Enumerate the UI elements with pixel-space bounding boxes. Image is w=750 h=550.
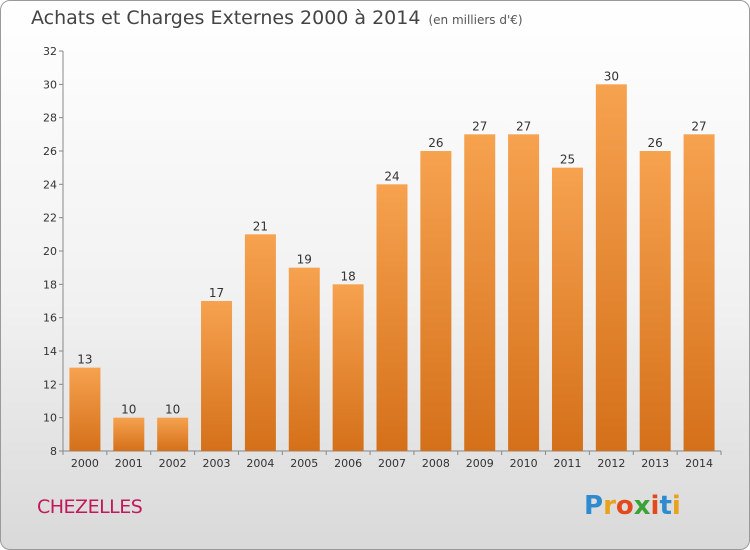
x-tick-label: 2002 [159, 457, 187, 470]
bar-2000 [69, 367, 101, 451]
x-tick-label: 2006 [334, 457, 362, 470]
bar-2003 [201, 301, 233, 451]
x-tick-label: 2010 [510, 457, 538, 470]
x-tick-label: 2009 [466, 457, 494, 470]
y-tick-label: 30 [43, 78, 57, 91]
y-tick-label: 26 [43, 145, 57, 158]
bar-2012 [595, 84, 627, 451]
value-label-2004: 21 [253, 219, 268, 233]
logo-letter: x [633, 491, 651, 521]
logo-letter: o [615, 491, 634, 521]
logo-letter: i [650, 491, 660, 521]
x-tick-label: 2011 [553, 457, 581, 470]
x-tick-label: 2004 [246, 457, 274, 470]
bar-2013 [639, 151, 671, 451]
bar-2004 [244, 234, 276, 451]
x-tick-label: 2001 [115, 457, 143, 470]
y-tick-label: 12 [43, 378, 57, 391]
bar-2008 [420, 151, 452, 451]
value-label-2001: 10 [121, 403, 136, 417]
bar-2005 [288, 267, 320, 451]
commune-name: CHEZELLES [37, 496, 143, 518]
bar-2009 [464, 134, 496, 452]
bar-2014 [683, 134, 715, 452]
logo-letter: i [671, 491, 681, 521]
bar-2011 [551, 167, 583, 451]
y-tick-label: 28 [43, 112, 57, 125]
y-tick-label: 14 [43, 345, 57, 358]
y-tick-label: 20 [43, 245, 57, 258]
x-tick-label: 2000 [71, 457, 99, 470]
chart-title: Achats et Charges Externes 2000 à 2014 (e… [31, 7, 523, 29]
logo-letter: P [584, 491, 604, 521]
value-label-2000: 13 [77, 353, 92, 367]
value-label-2007: 24 [384, 169, 399, 183]
x-tick-label: 2008 [422, 457, 450, 470]
value-label-2006: 18 [340, 269, 355, 283]
value-label-2010: 27 [516, 119, 531, 133]
bar-2010 [508, 134, 540, 452]
value-label-2011: 25 [560, 153, 575, 167]
y-tick-label: 18 [43, 278, 57, 291]
y-tick-label: 8 [50, 445, 57, 458]
bar-2001 [113, 417, 145, 451]
x-tick-label: 2005 [290, 457, 318, 470]
x-tick-label: 2013 [641, 457, 669, 470]
x-tick-label: 2007 [378, 457, 406, 470]
value-label-2008: 26 [428, 136, 443, 150]
x-tick-label: 2014 [685, 457, 713, 470]
value-label-2012: 30 [604, 69, 619, 83]
bar-2007 [376, 184, 408, 452]
y-tick-label: 24 [43, 178, 57, 191]
bar-2002 [157, 417, 189, 451]
y-tick-label: 22 [43, 212, 57, 225]
value-label-2014: 27 [691, 119, 706, 133]
value-labels: 13 10 10 17 21 19 18 24 26 27 27 25 30 26 27 [77, 69, 706, 416]
proxiti-logo: Proxiti [584, 491, 681, 521]
x-tick-label: 2012 [597, 457, 625, 470]
bars [69, 84, 715, 452]
value-label-2005: 19 [297, 253, 312, 267]
bar-2006 [332, 284, 364, 451]
chart-subtitle: (en milliers d'€) [428, 13, 523, 27]
logo-letter: t [659, 491, 672, 521]
value-label-2009: 27 [472, 119, 487, 133]
value-label-2013: 26 [648, 136, 663, 150]
value-label-2002: 10 [165, 403, 180, 417]
logo-letter: r [603, 491, 616, 521]
y-tick-label: 16 [43, 312, 57, 325]
value-label-2003: 17 [209, 286, 224, 300]
x-tick-label: 2003 [203, 457, 231, 470]
y-tick-label: 32 [43, 45, 57, 58]
y-tick-label: 10 [43, 412, 57, 425]
title-text: Achats et Charges Externes 2000 à 2014 [31, 7, 421, 29]
